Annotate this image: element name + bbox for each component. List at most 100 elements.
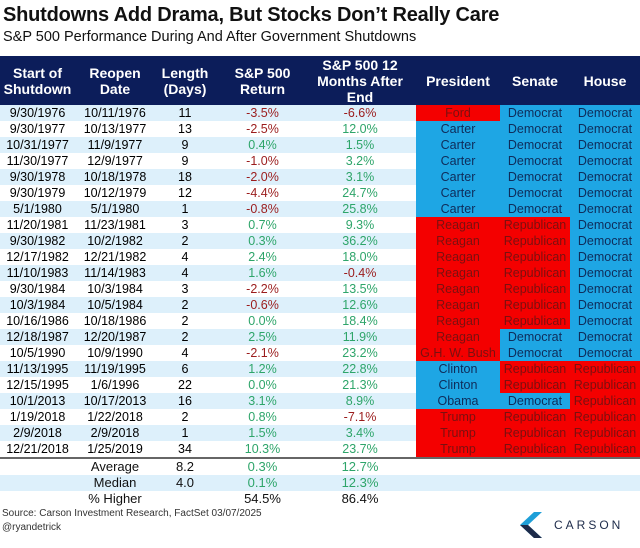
cell-start-date: 11/20/1981	[6, 218, 69, 232]
cell-president: Clinton	[416, 377, 500, 393]
cell-start-date: 10/5/1990	[9, 346, 66, 360]
cell-house: Democrat	[570, 233, 640, 249]
cell-length-days: 4	[181, 266, 189, 280]
cell-president: Trump	[416, 425, 500, 441]
cell-house: Democrat	[570, 297, 640, 313]
cell-start-date: 12/21/2018	[6, 442, 69, 456]
cell-senate: Democrat	[500, 153, 570, 169]
cell-return-12m-after: -7.1%	[343, 410, 377, 424]
cell-length-days: 34	[178, 442, 192, 456]
table-row: 11/10/1983 11/14/1983 4 1.6% -0.4% Reagan Repu…	[0, 265, 640, 281]
cell-start-date: 11/10/1983	[6, 266, 69, 280]
cell-house: Democrat	[570, 169, 640, 185]
cell-return-12m-after: 12.0%	[342, 122, 378, 136]
summary-row: % Higher 54.5% 86.4%	[0, 491, 640, 507]
cell-reopen-date: 10/13/1977	[83, 122, 147, 136]
cell-sp500-return: -2.2%	[246, 282, 279, 296]
cell-reopen-date: 11/23/1981	[84, 218, 146, 232]
table-row: 10/5/1990 10/9/1990 4 -2.1% 23.2% G.H. W. Bus…	[0, 345, 640, 361]
table-row: 9/30/1976 10/11/1976 11 -3.5% -6.6% Ford Democ…	[0, 105, 640, 121]
table-row: 9/30/1982 10/2/1982 2 0.3% 36.2% Reagan Republ…	[0, 233, 640, 249]
cell-return-12m-after: 13.5%	[342, 282, 378, 296]
cell-sp500-return: 0.0%	[248, 314, 277, 328]
column-header-start-date: Start of Shutdown	[3, 64, 72, 97]
summary-length: 4.0	[175, 475, 195, 490]
cell-length-days: 3	[181, 282, 189, 296]
cell-sp500-return: -1.0%	[246, 154, 279, 168]
table-row: 11/30/1977 12/9/1977 9 -1.0% 3.2% Carter Democ…	[0, 153, 640, 169]
cell-length-days: 22	[178, 378, 192, 392]
cell-senate: Democrat	[500, 169, 570, 185]
cell-sp500-return: 0.7%	[248, 218, 277, 232]
cell-length-days: 18	[178, 170, 192, 184]
cell-length-days: 3	[181, 218, 189, 232]
summary-label: Median	[93, 475, 137, 490]
cell-return-12m-after: 24.7%	[342, 186, 378, 200]
cell-length-days: 11	[178, 106, 192, 120]
table-row: 10/16/1986 10/18/1986 2 0.0% 18.4% Reagan Repu…	[0, 313, 640, 329]
cell-house: Democrat	[570, 345, 640, 361]
table-row: 9/30/1979 10/12/1979 12 -4.4% 24.7% Carter Dem…	[0, 185, 640, 201]
cell-house: Democrat	[570, 137, 640, 153]
cell-length-days: 1	[181, 202, 189, 216]
cell-start-date: 10/3/1984	[9, 298, 66, 312]
source-note: Source: Carson Investment Research, Fact…	[2, 508, 262, 519]
cell-senate: Republican	[500, 441, 570, 457]
cell-senate: Democrat	[500, 121, 570, 137]
summary-ret: 0.3%	[247, 459, 278, 474]
cell-reopen-date: 10/5/1984	[87, 298, 143, 312]
cell-return-12m-after: 1.5%	[345, 138, 375, 152]
cell-senate: Republican	[500, 249, 570, 265]
cell-start-date: 10/31/1977	[6, 138, 69, 152]
cell-president: Carter	[416, 169, 500, 185]
cell-house: Democrat	[570, 121, 640, 137]
column-header-reopen-date: Reopen Date	[89, 64, 141, 97]
cell-reopen-date: 11/14/1983	[84, 266, 146, 280]
cell-senate: Republican	[500, 217, 570, 233]
cell-length-days: 4	[181, 346, 189, 360]
cell-senate: Republican	[500, 425, 570, 441]
cell-reopen-date: 12/21/1982	[83, 250, 147, 264]
cell-length-days: 9	[181, 138, 189, 152]
cell-house: Republican	[570, 361, 640, 377]
cell-sp500-return: 2.4%	[248, 250, 277, 264]
page-title: Shutdowns Add Drama, But Stocks Don’t Re…	[3, 4, 500, 26]
cell-president: Reagan	[416, 313, 500, 329]
cell-sp500-return: 2.5%	[248, 330, 277, 344]
cell-sp500-return: 0.3%	[248, 234, 277, 248]
cell-return-12m-after: 9.3%	[345, 218, 375, 232]
summary-row: Average 8.2 0.3% 12.7%	[0, 459, 640, 475]
divider	[0, 457, 640, 459]
cell-sp500-return: -4.4%	[246, 186, 279, 200]
cell-senate: Republican	[500, 265, 570, 281]
cell-president: G.H. W. Bush	[416, 345, 500, 361]
cell-length-days: 16	[178, 394, 192, 408]
cell-start-date: 11/30/1977	[6, 154, 69, 168]
cell-house: Democrat	[570, 281, 640, 297]
cell-return-12m-after: 12.6%	[342, 298, 378, 312]
cell-house: Democrat	[570, 313, 640, 329]
cell-house: Republican	[570, 377, 640, 393]
cell-length-days: 4	[181, 250, 189, 264]
table-row: 9/30/1984 10/3/1984 3 -2.2% 13.5% Reagan Repub…	[0, 281, 640, 297]
cell-senate: Democrat	[500, 393, 570, 409]
cell-sp500-return: 1.5%	[248, 426, 277, 440]
cell-length-days: 12	[178, 186, 192, 200]
cell-start-date: 9/30/1977	[9, 122, 66, 136]
cell-senate: Republican	[500, 377, 570, 393]
cell-reopen-date: 12/9/1977	[87, 154, 143, 168]
cell-start-date: 12/15/1995	[6, 378, 69, 392]
cell-reopen-date: 10/3/1984	[87, 282, 143, 296]
cell-start-date: 12/17/1982	[6, 250, 69, 264]
carson-logo: CARSON	[520, 512, 623, 538]
cell-president: Carter	[416, 185, 500, 201]
cell-length-days: 2	[181, 330, 189, 344]
carson-logo-icon	[520, 512, 542, 538]
cell-sp500-return: -2.5%	[246, 122, 279, 136]
cell-house: Republican	[570, 393, 640, 409]
cell-president: Reagan	[416, 249, 500, 265]
cell-president: Reagan	[416, 217, 500, 233]
cell-house: Democrat	[570, 185, 640, 201]
table-row: 10/31/1977 11/9/1977 9 0.4% 1.5% Carter Democr…	[0, 137, 640, 153]
table-row: 12/17/1982 12/21/1982 4 2.4% 18.0% Reagan Repu…	[0, 249, 640, 265]
